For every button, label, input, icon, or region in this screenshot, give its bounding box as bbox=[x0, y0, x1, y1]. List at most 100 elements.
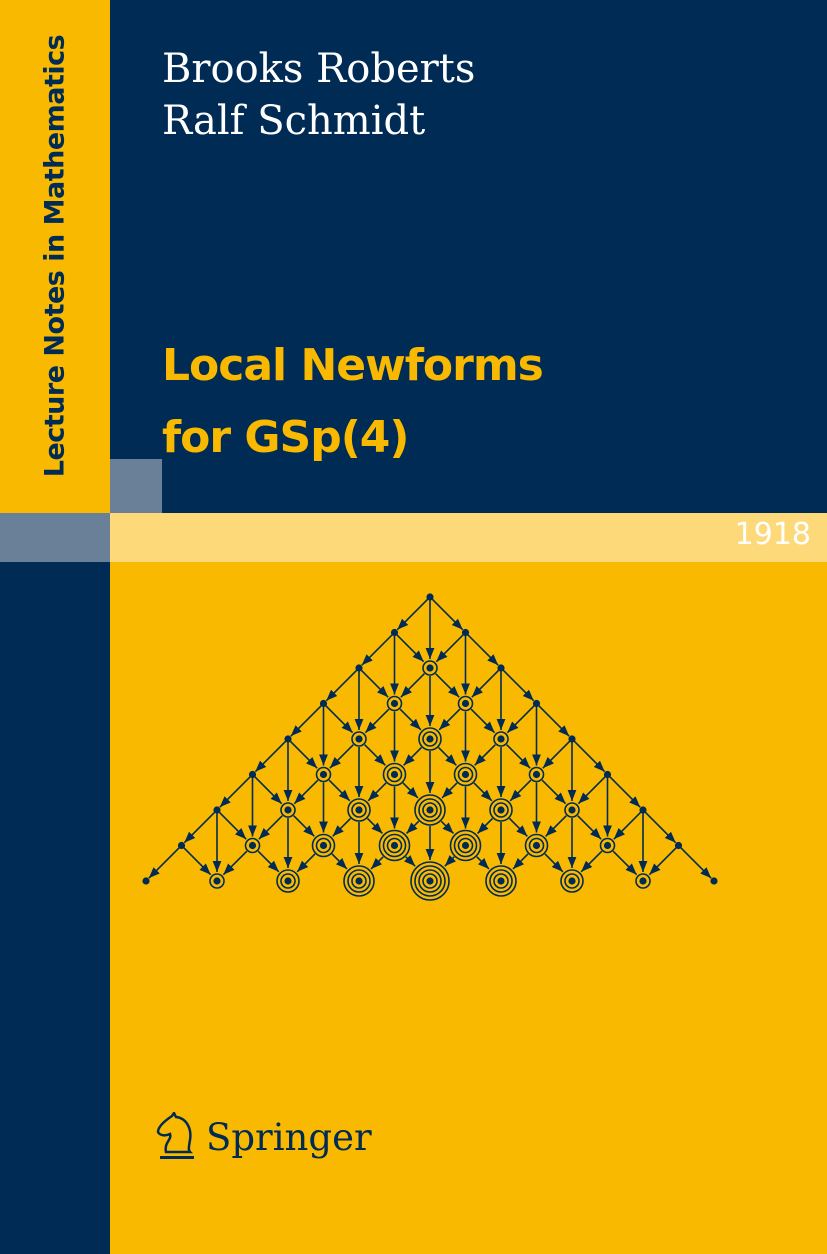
diagram-arrow bbox=[370, 856, 384, 870]
node-dot bbox=[710, 877, 718, 885]
diagram-arrow bbox=[402, 782, 419, 799]
node-dot bbox=[319, 841, 328, 850]
node-dot bbox=[461, 841, 470, 850]
node-dot bbox=[355, 806, 363, 814]
diagram-arrow bbox=[509, 779, 532, 802]
node-dot bbox=[461, 770, 470, 779]
diagram-node bbox=[568, 735, 576, 743]
node-dot bbox=[319, 770, 328, 779]
diagram-arrow bbox=[367, 782, 387, 802]
diagram-node bbox=[209, 873, 225, 889]
diagram-arrow bbox=[332, 817, 352, 837]
diagram-arrow bbox=[612, 850, 638, 876]
diagram-node bbox=[142, 877, 150, 885]
diagram-arrow bbox=[222, 850, 248, 876]
diagram-arrow bbox=[506, 744, 531, 769]
diagram-node bbox=[248, 770, 257, 779]
diagram-node bbox=[489, 798, 513, 822]
diagram-arrow bbox=[183, 811, 216, 844]
title-line-2: for GSp(4) bbox=[162, 412, 410, 463]
diagram-arrow bbox=[218, 811, 247, 840]
diagram-arrow bbox=[435, 634, 464, 663]
diagram-arrow bbox=[512, 853, 529, 870]
diagram-node bbox=[674, 841, 683, 850]
diagram-node bbox=[461, 628, 470, 637]
diagram-node bbox=[315, 766, 332, 783]
diagram-arrow bbox=[474, 744, 496, 766]
diagram-node bbox=[284, 735, 292, 743]
publisher-logo: Springer bbox=[152, 1112, 372, 1162]
diagram-arrow bbox=[296, 853, 316, 873]
diagram-arrow bbox=[577, 776, 606, 805]
diagram-arrow bbox=[444, 855, 456, 867]
diagram-node bbox=[390, 628, 399, 637]
publisher-name: Springer bbox=[206, 1115, 372, 1159]
diagram-arrow bbox=[648, 847, 677, 876]
author-1: Brooks Roberts bbox=[162, 46, 476, 92]
diagram-arrow bbox=[293, 779, 319, 805]
diagram-arrow bbox=[258, 815, 283, 840]
diagram-arrow bbox=[254, 776, 283, 805]
diagram-arrow bbox=[328, 779, 351, 802]
diagram-node bbox=[639, 806, 647, 814]
diagram-node bbox=[449, 829, 482, 862]
diagram-arrow bbox=[476, 817, 494, 835]
diagram-arrow bbox=[399, 708, 422, 731]
node-dot bbox=[461, 628, 470, 637]
chess-knight-icon bbox=[156, 1112, 194, 1159]
diagram-arrow bbox=[361, 634, 393, 666]
diagram-arrow bbox=[431, 598, 464, 631]
diagram-arrow bbox=[360, 669, 389, 698]
diagram-arrow bbox=[573, 740, 606, 773]
node-dot bbox=[461, 699, 470, 708]
node-dot bbox=[497, 806, 505, 814]
node-dot bbox=[639, 877, 647, 885]
node-dot bbox=[390, 841, 399, 850]
diagram-node bbox=[426, 593, 434, 601]
diagram-node bbox=[319, 699, 328, 708]
node-dot bbox=[142, 877, 150, 885]
accent-square bbox=[110, 459, 162, 513]
node-dot bbox=[603, 770, 612, 779]
diagram-arrow bbox=[538, 705, 570, 737]
diagram-node bbox=[382, 762, 407, 787]
diagram-arrow bbox=[366, 817, 384, 835]
diagram-arrow bbox=[544, 853, 564, 873]
node-dot bbox=[355, 664, 363, 672]
diagram-node bbox=[351, 731, 367, 747]
diagram-arrow bbox=[405, 820, 420, 835]
diagram-arrow bbox=[609, 776, 641, 808]
author-2: Ralf Schmidt bbox=[162, 98, 426, 144]
diagram-node bbox=[485, 865, 517, 897]
node-dot bbox=[426, 735, 434, 743]
diagram-arrow bbox=[506, 705, 535, 734]
diagram-arrow bbox=[364, 708, 390, 734]
accent-band bbox=[110, 513, 827, 562]
diagram-node bbox=[528, 766, 545, 783]
diagram-node bbox=[599, 837, 616, 854]
node-dot bbox=[674, 841, 683, 850]
diagram-node bbox=[560, 869, 584, 893]
diagram-arrow bbox=[441, 782, 458, 799]
diagram-arrow bbox=[219, 776, 251, 808]
diagram-arrow bbox=[396, 598, 429, 631]
diagram-node bbox=[410, 861, 450, 901]
diagram-node bbox=[635, 873, 651, 889]
diagram-node bbox=[422, 660, 438, 676]
diagram-arrow bbox=[364, 744, 386, 766]
diagram-node bbox=[710, 877, 718, 885]
diagram-arrow bbox=[541, 779, 567, 805]
node-dot bbox=[426, 664, 434, 672]
node-dot bbox=[284, 806, 292, 814]
diagram-arrow bbox=[545, 815, 567, 837]
diagram-arrow bbox=[325, 669, 358, 702]
diagram-arrow bbox=[329, 744, 354, 769]
diagram-arrow bbox=[396, 634, 425, 663]
node-dot bbox=[390, 770, 399, 779]
node-dot bbox=[248, 770, 257, 779]
node-dot bbox=[532, 770, 541, 779]
node-dot bbox=[532, 699, 541, 708]
spine-bottom bbox=[0, 562, 110, 1254]
node-dot bbox=[177, 841, 186, 850]
